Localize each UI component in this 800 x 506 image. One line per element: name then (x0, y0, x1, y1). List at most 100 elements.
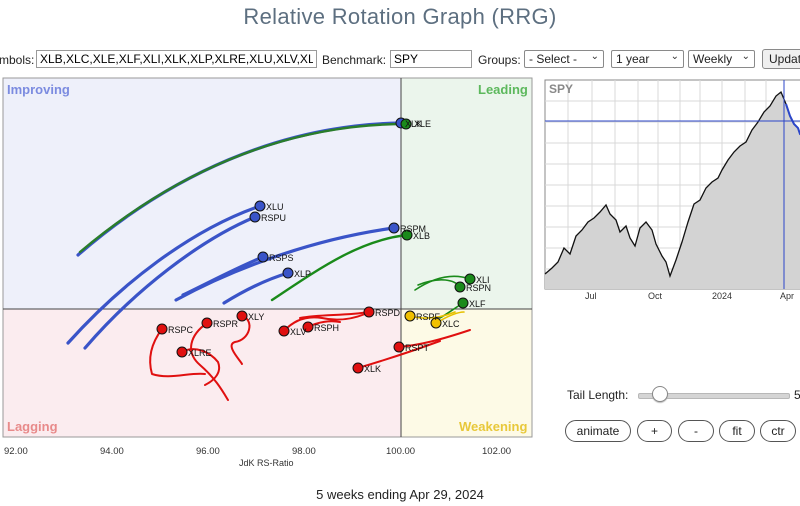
symbol-marker[interactable] (457, 297, 469, 309)
tail-rspr (190, 322, 229, 401)
interval-select[interactable]: Weekly ⌄ (688, 50, 755, 68)
symbol-marker[interactable] (352, 362, 364, 374)
rrg-frame (2, 77, 533, 438)
symbol-label: RSPU (261, 213, 286, 223)
groups-select-value: - Select - (529, 52, 578, 66)
groups-select[interactable]: - Select - ⌄ (524, 50, 604, 68)
symbol-marker[interactable] (254, 200, 266, 212)
improving-quadrant (3, 78, 401, 309)
x-tick-label: 96.00 (196, 446, 220, 457)
symbol-label: XLU (266, 202, 284, 212)
symbol-marker[interactable] (236, 310, 248, 322)
symbol-marker[interactable] (401, 229, 413, 241)
tail-length-slider[interactable] (638, 393, 790, 399)
tail-xlre (181, 348, 221, 386)
benchmark-input[interactable] (390, 50, 472, 68)
tail-xlb (270, 233, 409, 302)
symbol-label: XLC (442, 319, 460, 329)
symbol-marker[interactable] (176, 346, 188, 358)
symbol-label: RSPT (405, 343, 430, 353)
center-button[interactable]: ctr (760, 420, 796, 442)
x-tick-label: 100.00 (386, 446, 415, 457)
tail-rspu (83, 215, 257, 350)
animate-button[interactable]: animate (565, 420, 631, 442)
period-select-value: 1 year (616, 52, 650, 66)
symbol-marker[interactable] (156, 323, 168, 335)
symbol-marker[interactable] (400, 118, 412, 130)
symbol-label: XLI (476, 275, 490, 285)
tail-length-value: 5 (794, 388, 800, 402)
tail-length-label: Tail Length: (567, 388, 629, 402)
symbol-label: RSPD (375, 308, 401, 318)
symbol-label: XLE (414, 119, 431, 129)
quadrant-label-weakening: Weakening (459, 419, 527, 434)
symbol-marker[interactable] (282, 267, 294, 279)
symbol-label: RSPR (213, 319, 239, 329)
symbol-marker[interactable] (464, 273, 476, 285)
tail-xly (230, 315, 251, 365)
tail-rspc (149, 328, 206, 378)
symbol-marker[interactable] (278, 325, 290, 337)
rrg-heads (156, 117, 476, 374)
tail-length-handle[interactable] (652, 386, 668, 402)
chevron-down-icon: ⌄ (590, 51, 599, 62)
tail-xlv (283, 313, 366, 332)
symbol-label: XLRE (188, 348, 212, 358)
symbol-marker[interactable] (363, 306, 375, 318)
symbols-input[interactable] (36, 50, 317, 68)
interval-select-value: Weekly (693, 52, 733, 66)
x-tick-label: 102.00 (482, 446, 511, 457)
symbol-label: XLK (405, 119, 422, 129)
symbol-label: RSPN (466, 283, 491, 293)
symbol-marker[interactable] (302, 321, 314, 333)
quadrant-label-leading: Leading (478, 82, 528, 97)
tail-rsps (181, 255, 265, 297)
tail-rspd (299, 311, 370, 319)
chevron-down-icon: ⌄ (670, 51, 679, 62)
symbol-label: XLY (248, 312, 264, 322)
symbol-marker[interactable] (201, 317, 213, 329)
controls-bar: mbols: Benchmark: Groups: - Select - ⌄ 1… (0, 49, 800, 70)
symbol-label: RSPH (314, 323, 339, 333)
symbol-label: RSPC (168, 325, 194, 335)
rrg-tails (66, 121, 471, 401)
update-button[interactable]: Updat (762, 49, 800, 69)
weakening-quadrant (401, 309, 532, 437)
tail-xlp (222, 271, 290, 305)
leading-quadrant (401, 78, 532, 309)
symbol-marker[interactable] (430, 317, 442, 329)
symbol-marker[interactable] (249, 211, 261, 223)
quadrant-label-improving: Improving (7, 82, 70, 97)
symbols-label: mbols: (0, 53, 35, 67)
x-axis-title: JdK RS-Ratio (239, 458, 294, 468)
zoom-out-button[interactable]: - (678, 420, 714, 442)
symbol-marker[interactable] (388, 222, 400, 234)
fit-button[interactable]: fit (719, 420, 755, 442)
symbol-label: XLV (290, 327, 306, 337)
symbol-marker[interactable] (454, 281, 466, 293)
date-range-caption: 5 weeks ending Apr 29, 2024 (316, 487, 484, 502)
symbol-label: RSPF (416, 312, 441, 322)
page-title: Relative Rotation Graph (RRG) (243, 4, 557, 29)
tail-xlu (66, 204, 262, 345)
tail-rspt (398, 329, 471, 348)
symbol-label: XLB (413, 231, 430, 241)
symbol-label: XLF (469, 299, 486, 309)
zoom-in-button[interactable]: + (637, 420, 672, 442)
tail-xlk2 (357, 340, 441, 369)
symbol-marker[interactable] (393, 341, 405, 353)
symbol-label: XLK (364, 364, 381, 374)
quadrant-label-lagging: Lagging (7, 419, 58, 434)
x-tick-label: 92.00 (4, 446, 28, 457)
rrg-symbol-labels: XLK XLE XLU RSPU RSPM XLB RSPS XLP XLI R… (168, 119, 491, 374)
benchmark-label: Benchmark: (322, 53, 387, 67)
symbol-label: RSPS (269, 253, 294, 263)
tail-xle (78, 122, 408, 254)
symbol-marker[interactable] (257, 251, 269, 263)
symbol-marker[interactable] (404, 310, 416, 322)
period-select[interactable]: 1 year ⌄ (611, 50, 684, 68)
groups-label: Groups: (478, 53, 521, 67)
x-tick-label: 98.00 (292, 446, 316, 457)
x-tick-label: 94.00 (100, 446, 124, 457)
